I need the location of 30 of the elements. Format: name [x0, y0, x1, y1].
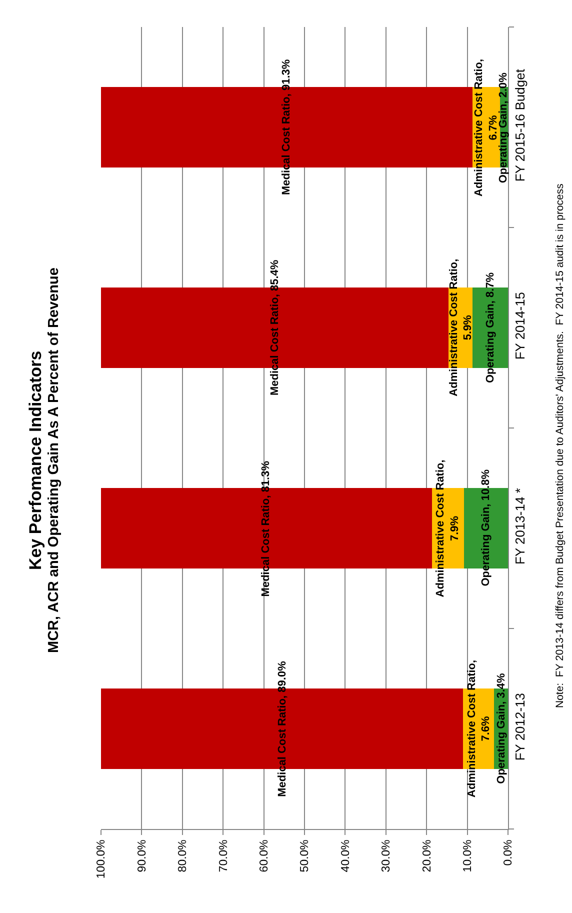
y-tick-label: FY 2014-15: [512, 292, 528, 360]
data-label: Operating Gain, 8.7%: [484, 272, 497, 384]
x-tick-label: 0.0%: [502, 840, 515, 866]
data-label: Administrative Cost Ratio, 5.9%: [448, 258, 474, 396]
x-tick-label: 50.0%: [299, 840, 312, 872]
text: Key Perfomance Indicators: [26, 350, 45, 570]
data-label: Operating Gain, 2.0%: [498, 72, 510, 184]
data-label: Medical Cost Ratio, 91.3%: [280, 59, 293, 196]
data-label: Medical Cost Ratio, 85.4%: [269, 260, 282, 396]
data-label: Operating Gain, 10.8%: [480, 469, 492, 586]
data-label: Medical Cost Ratio, 81.3%: [260, 460, 272, 597]
y-tick-label: FY 2015-16 Budget: [512, 68, 528, 182]
x-tick-label: 80.0%: [177, 840, 190, 872]
x-tick-label: 40.0%: [340, 840, 352, 872]
x-tick-label: 60.0%: [258, 840, 271, 872]
x-tick-label: 30.0%: [380, 840, 393, 872]
data-label: Administrative Cost Ratio, 7.6%: [466, 660, 492, 798]
y-tick-label: FY 2012-13: [512, 692, 528, 761]
y-tick-label: FY 2013-14 *: [512, 488, 528, 564]
data-label: Administrative Cost Ratio, 7.9%: [434, 460, 462, 598]
data-label: Administrative Cost Ratio, 6.7%: [472, 58, 500, 196]
text: Note: FY 2013-14 differs from Budget Presentation due to Auditors' Adjustments. FY 2014-15 audit is in process: [554, 184, 566, 708]
text: MCR, ACR and Operating Gain As A Percent of Revenue: [46, 268, 62, 653]
data-label: Operating Gain, 3.4%: [495, 672, 508, 784]
x-tick-label: 10.0%: [462, 840, 474, 872]
x-tick-label: 100.0%: [96, 840, 108, 879]
x-tick-label: 90.0%: [136, 840, 148, 872]
x-tick-label: 20.0%: [421, 840, 434, 872]
x-tick-label: 70.0%: [218, 840, 230, 872]
data-label: Medical Cost Ratio, 89.0%: [276, 660, 288, 797]
